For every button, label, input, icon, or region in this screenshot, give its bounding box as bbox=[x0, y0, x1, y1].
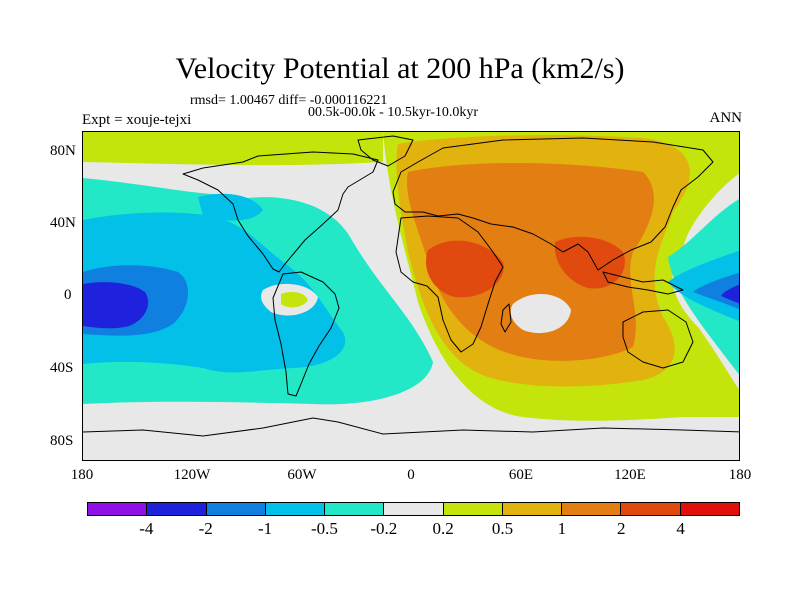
period-label: 00.5k-00.0k - 10.5kyr-10.0kyr bbox=[308, 105, 479, 120]
colorbar-label-6: 0.5 bbox=[491, 519, 514, 538]
south-america-outline bbox=[272, 271, 340, 397]
colorbar-box-8 bbox=[561, 502, 622, 516]
lon-label-120w: 120W bbox=[173, 467, 211, 483]
lon-label-0: 0 bbox=[407, 467, 415, 483]
colorbar-label-7: 1 bbox=[557, 519, 567, 538]
colorbar-box-3 bbox=[264, 502, 326, 516]
lat-label-40n: 40N bbox=[50, 215, 76, 231]
contour-neg-east-2 bbox=[721, 284, 739, 304]
colorbar-label-8: 2 bbox=[617, 519, 626, 538]
contour-neg-2 bbox=[83, 282, 149, 329]
contour-pos-2-b bbox=[554, 236, 625, 289]
colorbar-box-5 bbox=[383, 502, 444, 516]
chart-title: Velocity Potential at 200 hPa (km2/s) bbox=[175, 52, 625, 85]
lat-label-eq: 0 bbox=[64, 287, 72, 303]
greenland-outline bbox=[357, 135, 414, 167]
lat-label-80n: 80N bbox=[50, 143, 76, 159]
stats-label: rmsd= 1.00467 diff= -0.000116221 bbox=[190, 93, 388, 108]
colorbar bbox=[87, 502, 740, 516]
africa-outline bbox=[395, 215, 504, 353]
lon-label-180w: 180 bbox=[70, 467, 94, 483]
contour-island-andes-inner bbox=[281, 292, 308, 308]
contour-neg-0.5-b bbox=[198, 193, 263, 221]
eurasia-outline bbox=[392, 137, 714, 271]
lat-label-40s: 40S bbox=[50, 360, 74, 376]
season-label: ANN bbox=[709, 110, 743, 126]
experiment-label: Expt = xouje-tejxi bbox=[82, 112, 192, 128]
contour-neg-east-1 bbox=[693, 272, 739, 310]
contour-pos-0.2-north bbox=[83, 132, 383, 166]
lon-label-60e: 60E bbox=[508, 467, 534, 483]
colorbar-box-0 bbox=[87, 502, 148, 516]
colorbar-label-3: -0.5 bbox=[310, 519, 338, 538]
antarctica-outline bbox=[83, 417, 739, 437]
madagascar-outline bbox=[500, 303, 512, 333]
colorbar-box-2 bbox=[205, 502, 266, 516]
colorbar-box-1 bbox=[146, 502, 207, 516]
colorbar-box-9 bbox=[620, 502, 681, 516]
colorbar-label-5: 0.2 bbox=[432, 519, 454, 538]
contour-pos-1 bbox=[407, 163, 654, 361]
colorbar-label-0: -4 bbox=[139, 519, 154, 538]
australia-outline bbox=[622, 309, 694, 369]
lon-label-120e: 120E bbox=[614, 467, 646, 483]
contour-island-indian bbox=[510, 293, 571, 334]
map-panel bbox=[82, 131, 740, 461]
colorbar-label-1: -2 bbox=[198, 519, 213, 538]
lat-label-80s: 80S bbox=[50, 433, 74, 449]
north-america-outline bbox=[182, 151, 379, 273]
lon-label-180e: 180 bbox=[728, 467, 752, 483]
colorbar-label-4: -0.2 bbox=[370, 519, 398, 538]
contour-fields bbox=[83, 132, 739, 421]
colorbar-box-10 bbox=[679, 502, 740, 516]
colorbar-box-4 bbox=[324, 502, 385, 516]
colorbar-label-9: 4 bbox=[676, 519, 685, 538]
colorbar-label-2: -1 bbox=[257, 519, 273, 538]
maritime-continent-outline bbox=[602, 271, 684, 295]
coastlines bbox=[83, 135, 739, 437]
contour-pos-2 bbox=[426, 240, 504, 298]
velocity-potential-map bbox=[83, 132, 739, 460]
colorbar-box-6 bbox=[442, 502, 503, 516]
colorbar-box-7 bbox=[501, 502, 563, 516]
lon-label-60w: 60W bbox=[287, 467, 317, 483]
